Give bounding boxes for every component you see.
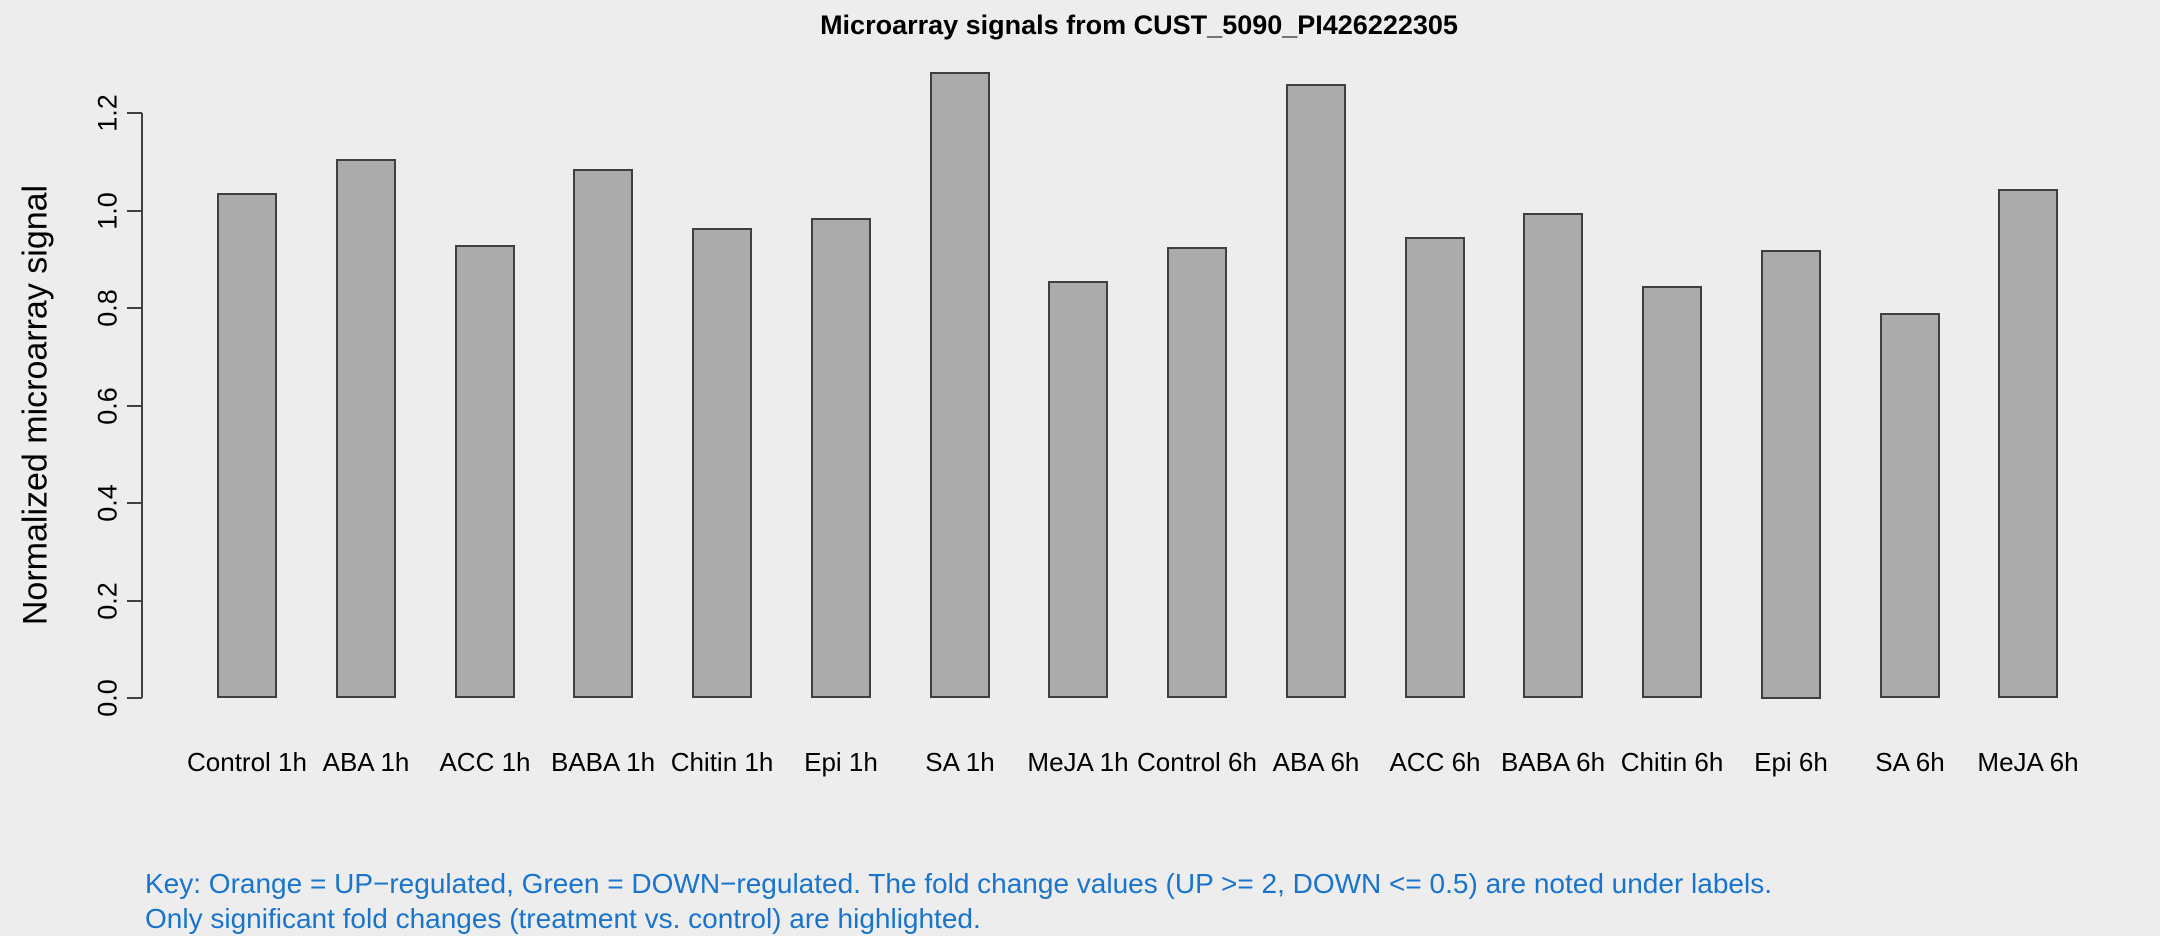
- x-axis-label: BABA 6h: [1500, 747, 1606, 777]
- x-axis-label: Control 1h: [187, 747, 307, 777]
- x-axis-label: MeJA 6h: [1977, 747, 2079, 777]
- y-tick-label: 1.0: [92, 191, 123, 230]
- key-text-line-2: Only significant fold changes (treatment…: [145, 903, 981, 934]
- y-tick-label: 0.4: [92, 484, 123, 522]
- bar: [1523, 213, 1583, 698]
- y-tick-mark: [127, 697, 142, 699]
- y-axis-line: [141, 113, 143, 698]
- x-axis-label: ABA 6h: [1272, 747, 1360, 777]
- bar: [455, 245, 515, 698]
- bar: [217, 193, 277, 698]
- x-axis-label: Epi 1h: [804, 747, 878, 777]
- y-tick-label: 0.2: [92, 581, 123, 620]
- bar: [1880, 313, 1940, 698]
- y-tick-label: 0.0: [92, 679, 123, 717]
- x-axis-label: Control 6h: [1137, 747, 1257, 777]
- x-axis-label: Chitin 6h: [1620, 747, 1724, 777]
- bar: [692, 228, 752, 698]
- bar: [1286, 84, 1346, 698]
- y-tick-mark: [127, 404, 142, 407]
- bar: [1642, 286, 1702, 698]
- bar: [1405, 237, 1465, 698]
- x-axis-label: SA 1h: [925, 747, 995, 777]
- bar: [1761, 250, 1821, 699]
- chart-title: Microarray signals from CUST_5090_PI4262…: [820, 10, 1458, 40]
- x-axis-label: BABA 1h: [550, 747, 656, 777]
- bar: [336, 159, 396, 698]
- x-axis-label: Chitin 1h: [670, 747, 774, 777]
- x-axis-label: ABA 1h: [322, 747, 410, 777]
- bar: [1167, 247, 1227, 698]
- y-tick-mark: [127, 307, 142, 309]
- bar: [811, 218, 871, 698]
- y-tick-label: 1.2: [92, 94, 123, 132]
- bar: [930, 72, 990, 698]
- y-axis-label: Normalized microarray signal: [16, 184, 55, 626]
- bar: [573, 169, 633, 698]
- bar: [1998, 189, 2058, 698]
- y-tick-mark: [127, 209, 142, 212]
- y-tick-label: 0.8: [92, 289, 123, 327]
- bar: [1048, 281, 1108, 698]
- y-tick-label: 0.6: [92, 386, 123, 425]
- x-axis-label: ACC 6h: [1389, 747, 1481, 777]
- y-tick-mark: [127, 112, 142, 114]
- key-text-line-1: Key: Orange = UP−regulated, Green = DOWN…: [145, 868, 1772, 899]
- y-tick-mark: [127, 599, 142, 602]
- x-axis-label: ACC 1h: [439, 747, 531, 777]
- x-axis-label: MeJA 1h: [1027, 747, 1129, 777]
- x-axis-label: SA 6h: [1875, 747, 1945, 777]
- y-tick-mark: [127, 502, 142, 504]
- x-axis-label: Epi 6h: [1754, 747, 1828, 777]
